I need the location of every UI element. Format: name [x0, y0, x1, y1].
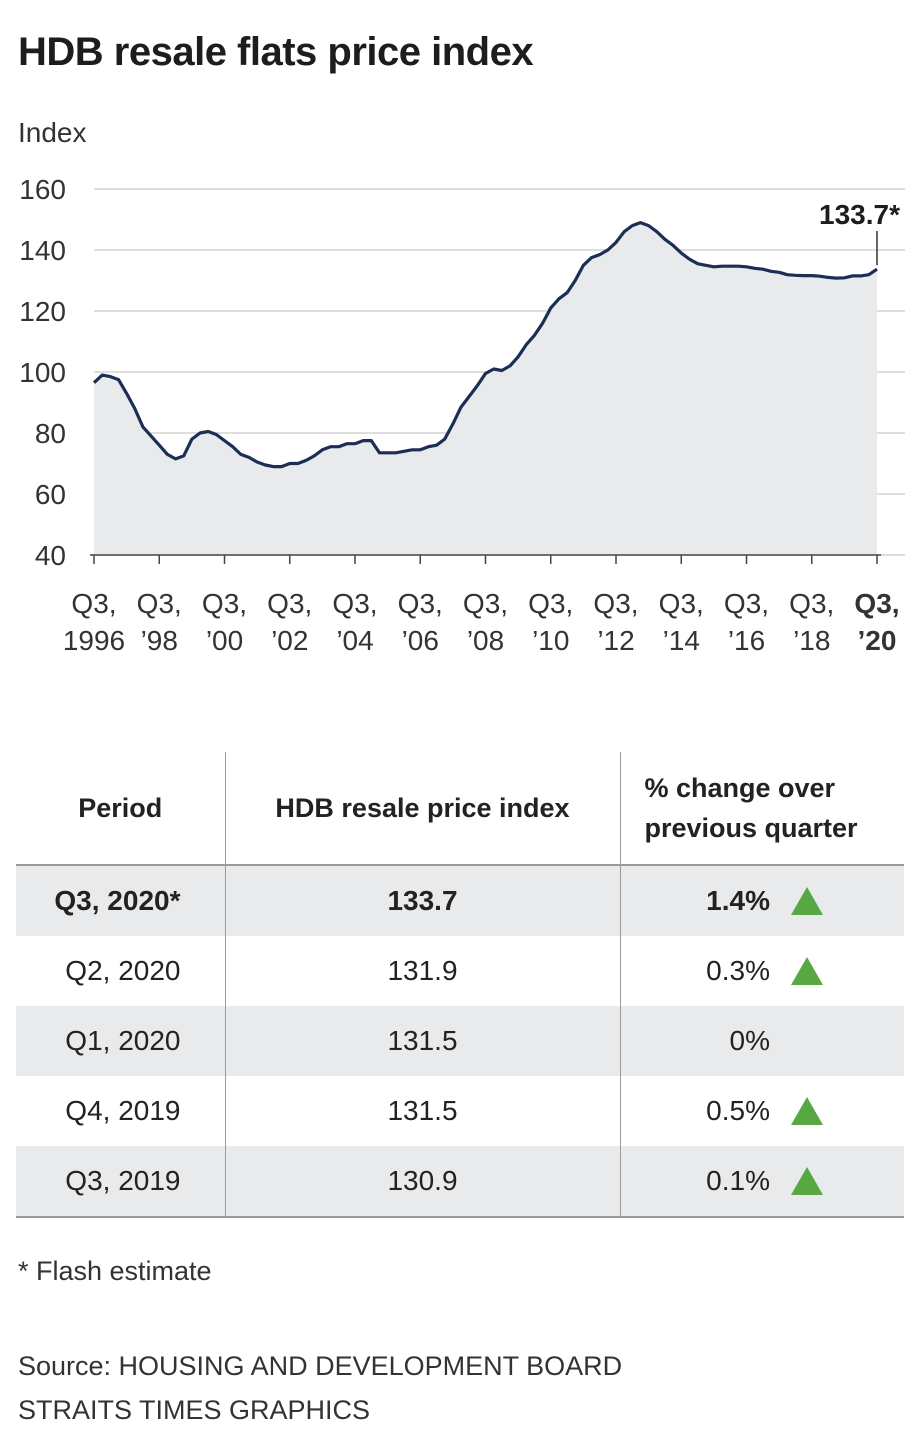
- x-tick-label: ’98: [141, 625, 178, 656]
- table-row: Q3, 2019 130.9 0.1%: [16, 1146, 904, 1218]
- header-change-line1: % change over: [644, 773, 836, 803]
- change-value: 0.3%: [706, 955, 770, 986]
- y-tick-label: 120: [19, 296, 66, 327]
- cell-change: 0%: [620, 1006, 904, 1076]
- change-value: 0.5%: [706, 1095, 770, 1126]
- x-tick-label: Q3,: [528, 588, 573, 619]
- source-credit: Source: HOUSING AND DEVELOPMENT BOARD ST…: [18, 1344, 622, 1432]
- y-axis-label: Index: [18, 117, 87, 148]
- x-tick-label: Q3,: [332, 588, 377, 619]
- cell-index: 131.9: [225, 936, 621, 1006]
- x-tick-label: ’20: [858, 625, 897, 656]
- x-tick-label: Q3,: [463, 588, 508, 619]
- table-row: Q4, 2019 131.5 0.5%: [16, 1076, 904, 1146]
- price-table: Period HDB resale price index % change o…: [16, 752, 904, 1218]
- y-tick-label: 160: [19, 174, 66, 205]
- x-tick-label: ’00: [206, 625, 243, 656]
- cell-change: 0.1%: [620, 1146, 904, 1218]
- cell-period: Q4, 2019: [16, 1076, 226, 1146]
- y-tick-label: 60: [35, 479, 66, 510]
- x-tick-label: ’06: [402, 625, 439, 656]
- x-tick-label: ’02: [271, 625, 308, 656]
- table-body: Q3, 2020* 133.7 1.4% Q2, 2020 131.9 0.3% Q1, 2…: [16, 865, 904, 1218]
- change-value: 1.4%: [706, 885, 770, 916]
- area-fill: [94, 222, 877, 555]
- y-tick-label: 80: [35, 418, 66, 449]
- cell-period: Q1, 2020: [16, 1006, 226, 1076]
- cell-index: 130.9: [225, 1146, 621, 1218]
- x-tick-label: Q3,: [659, 588, 704, 619]
- page-title: HDB resale flats price index: [18, 30, 534, 74]
- source-line-2: STRAITS TIMES GRAPHICS: [18, 1395, 371, 1425]
- cell-period: Q3, 2019: [16, 1146, 226, 1218]
- x-tick-label: ’14: [663, 625, 700, 656]
- y-tick-label: 100: [19, 357, 66, 388]
- footnote: * Flash estimate: [18, 1256, 212, 1286]
- x-tick-label: Q3,: [854, 588, 899, 619]
- cell-index: 131.5: [225, 1076, 621, 1146]
- cell-period: Q3, 2020*: [16, 865, 226, 936]
- up-arrow-icon: [790, 1097, 823, 1125]
- cell-change: 0.5%: [620, 1076, 904, 1146]
- x-tick-label: Q3,: [593, 588, 638, 619]
- price-table-container: Period HDB resale price index % change o…: [16, 752, 904, 1218]
- x-tick-label: ’04: [336, 625, 373, 656]
- table-row: Q2, 2020 131.9 0.3%: [16, 936, 904, 1006]
- price-index-chart: Index 40 60 80 100 120 140 160 Q3, 1996 Q3, ’98 Q3, ’…: [18, 117, 905, 656]
- header-change-line2: previous quarter: [644, 813, 858, 843]
- x-tick-label: Q3,: [267, 588, 312, 619]
- y-tick-label: 140: [19, 235, 66, 266]
- source-line-1: Source: HOUSING AND DEVELOPMENT BOARD: [18, 1351, 623, 1381]
- annotation-label: 133.7*: [819, 199, 900, 230]
- cell-change: 0.3%: [620, 936, 904, 1006]
- x-tick-label: Q3,: [71, 588, 116, 619]
- header-index: HDB resale price index: [225, 752, 621, 866]
- x-tick-label: ’16: [728, 625, 765, 656]
- x-tick-label: Q3,: [137, 588, 182, 619]
- cell-period: Q2, 2020: [16, 936, 226, 1006]
- x-tick-label: ’10: [532, 625, 569, 656]
- header-period: Period: [16, 752, 226, 866]
- change-value: 0.1%: [706, 1165, 770, 1196]
- header-change: % change over previous quarter: [620, 752, 904, 866]
- y-tick-label: 40: [35, 540, 66, 571]
- up-arrow-icon: [790, 887, 823, 915]
- table-header-row: Period HDB resale price index % change o…: [16, 752, 904, 866]
- cell-change: 1.4%: [620, 865, 904, 936]
- x-tick-label: 1996: [63, 625, 125, 656]
- change-value: 0%: [729, 1025, 770, 1056]
- up-arrow-icon: [790, 1167, 823, 1195]
- x-tick-label: ’08: [467, 625, 504, 656]
- x-tick-label: Q3,: [202, 588, 247, 619]
- series-line: [92, 221, 878, 469]
- table-row: Q1, 2020 131.5 0%: [16, 1006, 904, 1076]
- x-tick-label: Q3,: [789, 588, 834, 619]
- cell-index: 131.5: [225, 1006, 621, 1076]
- x-tick-label: Q3,: [724, 588, 769, 619]
- x-tick-label: ’12: [597, 625, 634, 656]
- x-tick-label: ’18: [793, 625, 830, 656]
- table-row: Q3, 2020* 133.7 1.4%: [16, 865, 904, 936]
- x-tick-label: Q3,: [398, 588, 443, 619]
- up-arrow-icon: [790, 957, 823, 985]
- cell-index: 133.7: [225, 865, 621, 936]
